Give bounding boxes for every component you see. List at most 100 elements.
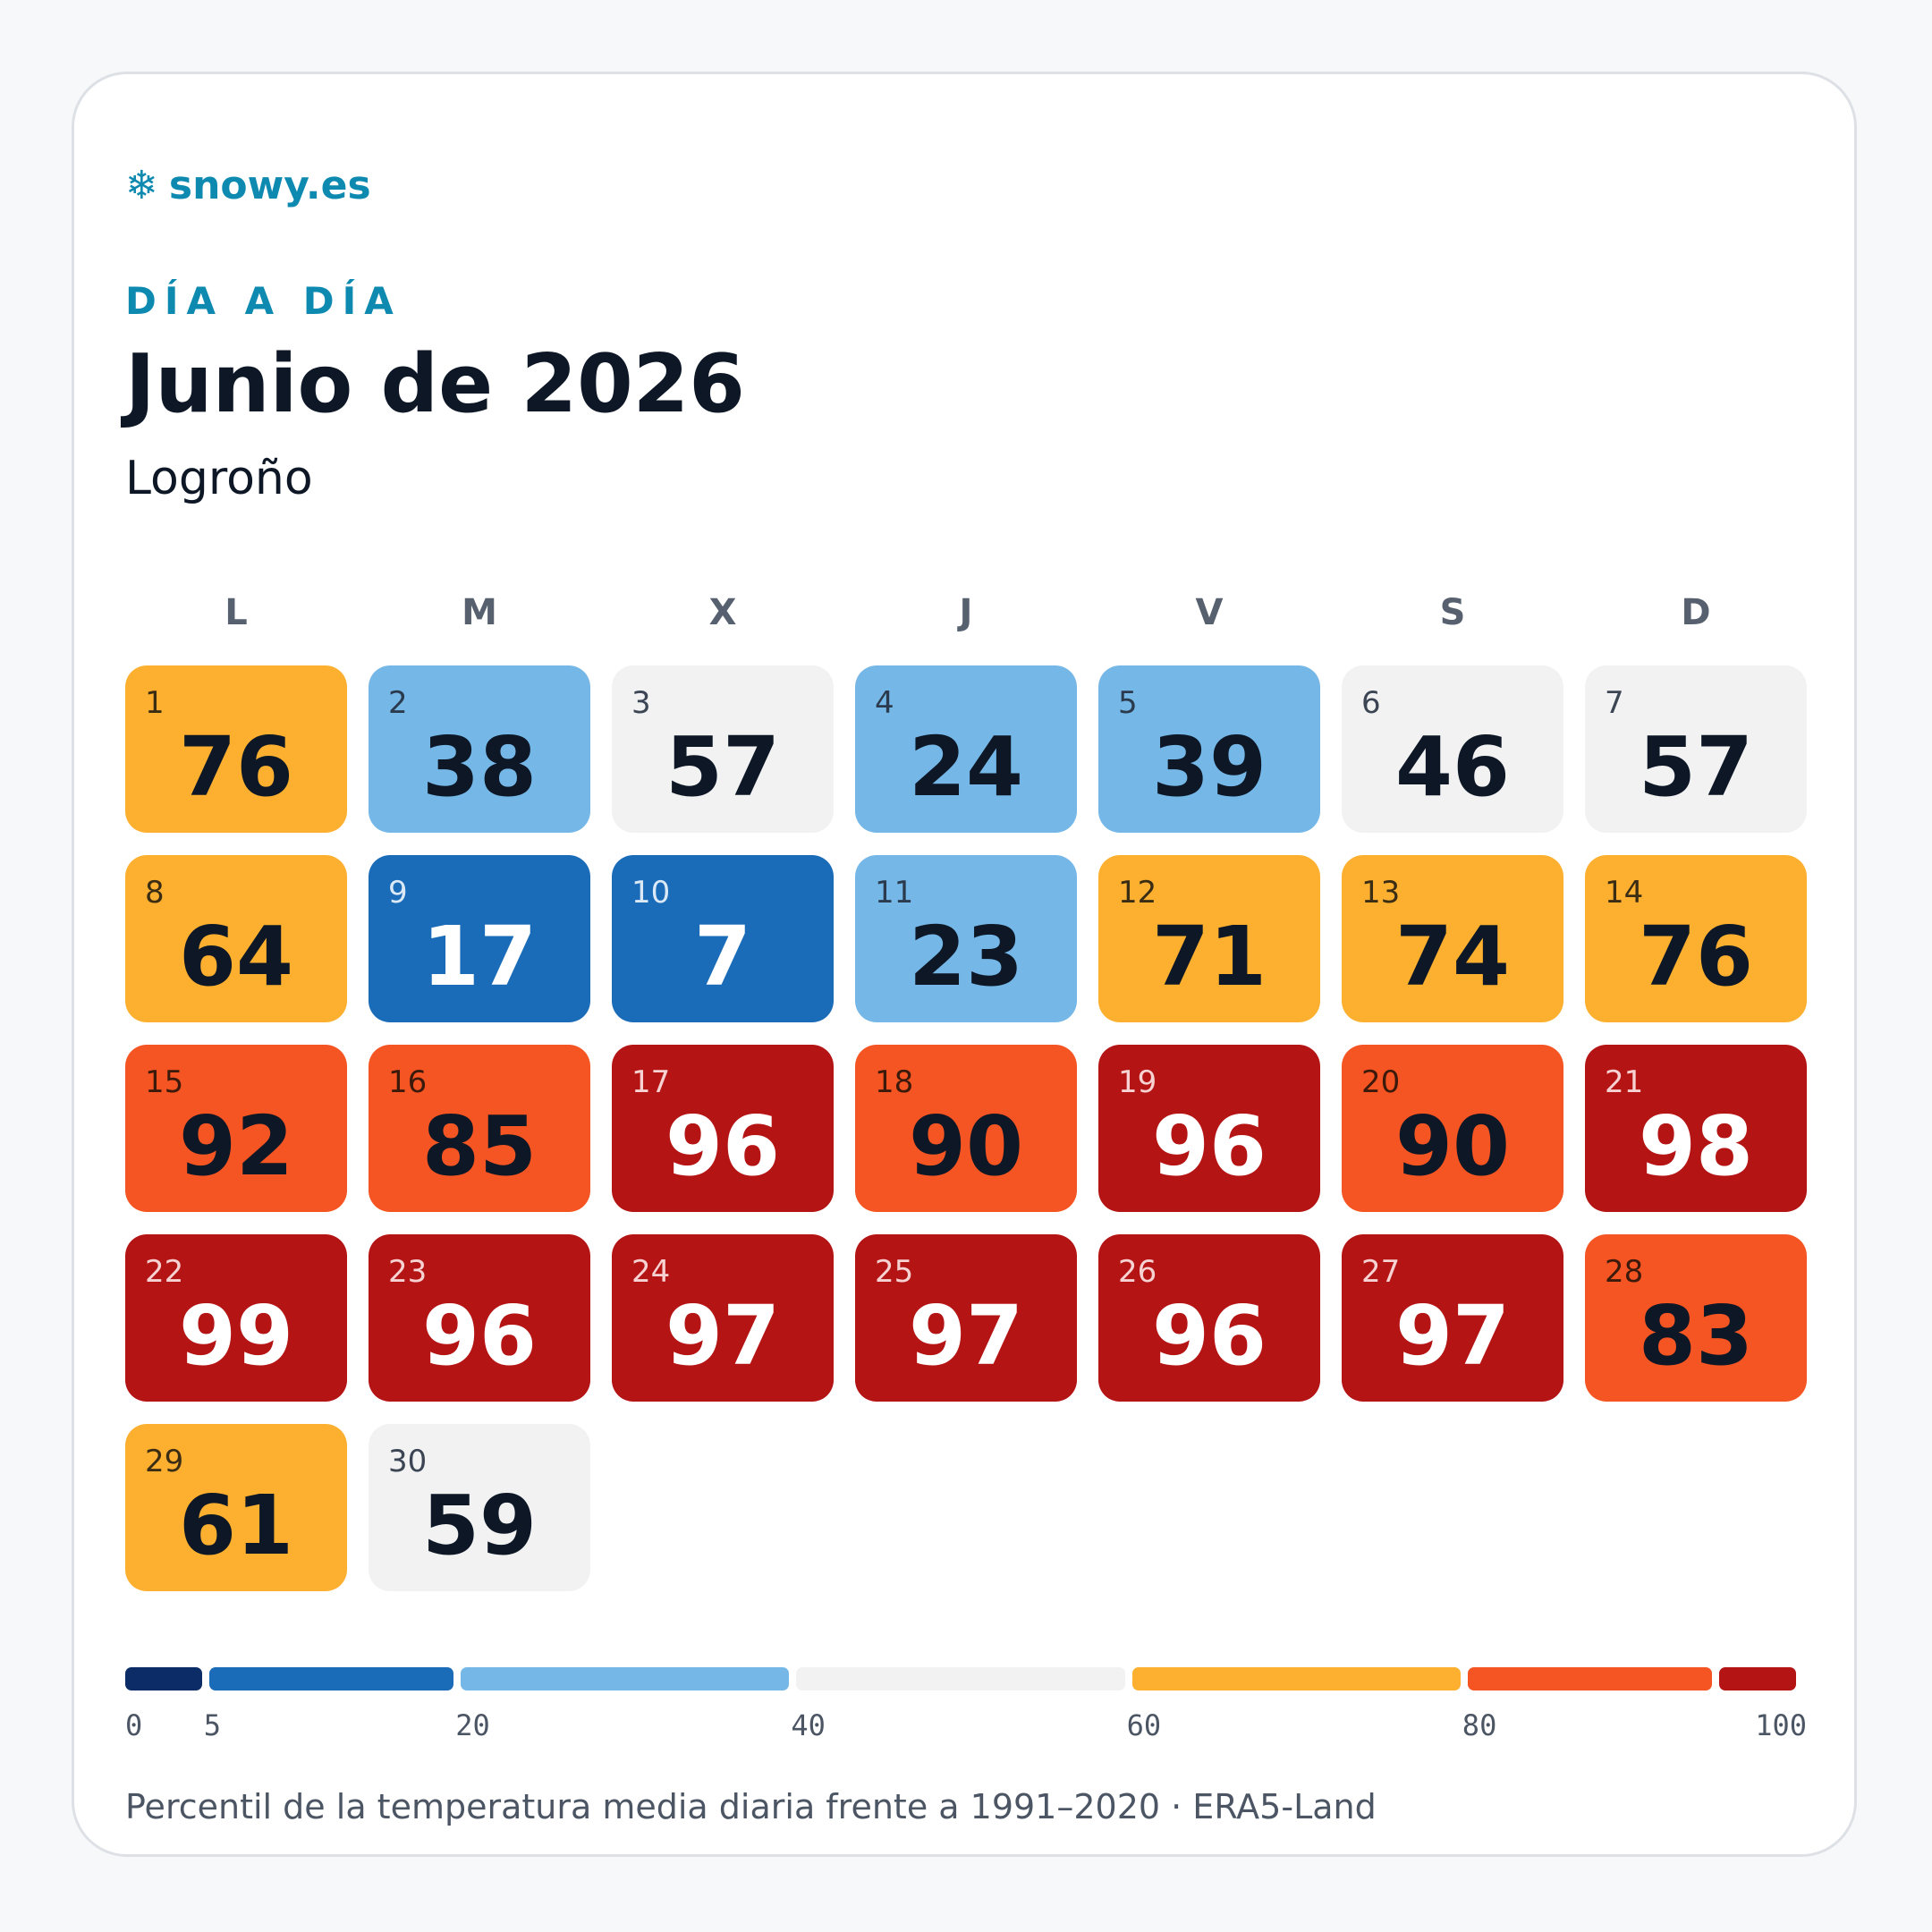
percentile-value: 61 <box>178 1478 294 1573</box>
day-cell[interactable]: 11 23 <box>855 855 1077 1022</box>
day-cell[interactable]: 26 96 <box>1098 1234 1320 1402</box>
day-number: 14 <box>1605 875 1644 911</box>
day-cell[interactable]: 17 96 <box>612 1045 834 1212</box>
percentile-value: 39 <box>1151 719 1267 815</box>
day-cell[interactable]: 25 97 <box>855 1234 1077 1402</box>
day-cell[interactable]: 22 99 <box>125 1234 347 1402</box>
percentile-value: 83 <box>1638 1288 1754 1384</box>
day-cell[interactable]: 6 46 <box>1342 665 1563 833</box>
day-cell[interactable]: 13 74 <box>1342 855 1563 1022</box>
percentile-value: 71 <box>1151 909 1267 1004</box>
day-cell[interactable]: 20 90 <box>1342 1045 1563 1212</box>
day-cell[interactable]: 23 96 <box>369 1234 590 1402</box>
day-cell[interactable]: 2 38 <box>369 665 590 833</box>
percentile-value: 76 <box>178 719 294 815</box>
percentile-value: 23 <box>908 909 1024 1004</box>
legend-tick-label: 20 <box>455 1708 490 1742</box>
day-cell[interactable]: 1 76 <box>125 665 347 833</box>
day-number: 22 <box>145 1254 184 1290</box>
day-number: 18 <box>875 1064 914 1100</box>
day-number: 20 <box>1361 1064 1401 1100</box>
weekday-label: X <box>708 592 737 633</box>
location-name: Logroño <box>125 452 313 505</box>
percentile-value: 96 <box>1151 1288 1267 1384</box>
percentile-value: 38 <box>421 719 538 815</box>
day-number: 10 <box>631 875 671 911</box>
day-cell[interactable]: 19 96 <box>1098 1045 1320 1212</box>
day-cell[interactable]: 24 97 <box>612 1234 834 1402</box>
percentile-value: 59 <box>421 1478 538 1573</box>
percentile-value: 90 <box>1394 1098 1511 1194</box>
day-cell[interactable]: 4 24 <box>855 665 1077 833</box>
day-number: 7 <box>1605 685 1624 721</box>
percentile-value: 98 <box>1638 1098 1754 1194</box>
day-cell[interactable]: 14 76 <box>1585 855 1807 1022</box>
day-cell[interactable]: 9 17 <box>369 855 590 1022</box>
weekday-label: M <box>462 592 497 633</box>
day-number: 1 <box>145 685 165 721</box>
legend-tick-label: 80 <box>1462 1708 1497 1742</box>
day-number: 5 <box>1118 685 1138 721</box>
percentile-value: 46 <box>1394 719 1511 815</box>
weekday-label: V <box>1195 592 1224 633</box>
day-cell[interactable]: 3 57 <box>612 665 834 833</box>
day-number: 27 <box>1361 1254 1401 1290</box>
legend-segment <box>208 1667 454 1690</box>
color-scale-legend <box>125 1667 1803 1690</box>
percentile-value: 17 <box>421 909 538 1004</box>
calendar-grid: 1 76 2 38 3 57 4 24 5 39 6 46 7 57 8 64 9 17 10 7 11 23 12 71 13… <box>125 665 1807 1596</box>
day-cell[interactable]: 5 39 <box>1098 665 1320 833</box>
legend-tick-label: 100 <box>1755 1708 1807 1742</box>
percentile-value: 96 <box>421 1288 538 1384</box>
weekday-label: L <box>225 592 248 633</box>
day-cell[interactable]: 16 85 <box>369 1045 590 1212</box>
footnote: Percentil de la temperatura media diaria… <box>125 1787 1377 1826</box>
day-cell[interactable]: 12 71 <box>1098 855 1320 1022</box>
day-number: 30 <box>388 1444 428 1479</box>
day-cell[interactable]: 10 7 <box>612 855 834 1022</box>
day-cell[interactable]: 29 61 <box>125 1424 347 1591</box>
day-cell[interactable]: 28 83 <box>1585 1234 1807 1402</box>
percentile-value: 74 <box>1394 909 1511 1004</box>
weekday-label: J <box>959 592 973 633</box>
day-number: 16 <box>388 1064 428 1100</box>
percentile-value: 24 <box>908 719 1024 815</box>
percentile-value: 97 <box>1394 1288 1511 1384</box>
weekday-label: S <box>1439 592 1466 633</box>
day-number: 26 <box>1118 1254 1157 1290</box>
day-number: 28 <box>1605 1254 1644 1290</box>
day-number: 29 <box>145 1444 184 1479</box>
day-cell[interactable]: 18 90 <box>855 1045 1077 1212</box>
weekday-header: L M X J V S D <box>125 592 1807 646</box>
brand[interactable]: ❄ snowy.es <box>125 163 371 208</box>
legend-segment <box>125 1667 202 1690</box>
day-cell[interactable]: 8 64 <box>125 855 347 1022</box>
percentile-value: 97 <box>908 1288 1024 1384</box>
percentile-value: 96 <box>1151 1098 1267 1194</box>
day-cell[interactable]: 30 59 <box>369 1424 590 1591</box>
day-number: 13 <box>1361 875 1401 911</box>
day-number: 4 <box>875 685 894 721</box>
legend-tick-label: 0 <box>125 1708 143 1742</box>
color-scale-ticks: 0 5 20 40 60 80 100 <box>125 1708 1807 1744</box>
weekday-label: D <box>1681 592 1711 633</box>
section-kicker: DÍA A DÍA <box>125 279 402 323</box>
legend-segment <box>796 1667 1125 1690</box>
percentile-value: 97 <box>665 1288 781 1384</box>
day-number: 9 <box>388 875 408 911</box>
percentile-value: 99 <box>178 1288 294 1384</box>
day-number: 2 <box>388 685 408 721</box>
legend-segment <box>1131 1667 1461 1690</box>
day-cell[interactable]: 27 97 <box>1342 1234 1563 1402</box>
percentile-value: 57 <box>665 719 781 815</box>
day-number: 8 <box>145 875 165 911</box>
day-number: 24 <box>631 1254 671 1290</box>
day-cell[interactable]: 15 92 <box>125 1045 347 1212</box>
percentile-value: 92 <box>178 1098 294 1194</box>
day-number: 21 <box>1605 1064 1644 1100</box>
day-number: 3 <box>631 685 651 721</box>
day-cell[interactable]: 7 57 <box>1585 665 1807 833</box>
brand-name: snowy.es <box>168 163 371 208</box>
legend-segment <box>461 1667 790 1690</box>
day-cell[interactable]: 21 98 <box>1585 1045 1807 1212</box>
